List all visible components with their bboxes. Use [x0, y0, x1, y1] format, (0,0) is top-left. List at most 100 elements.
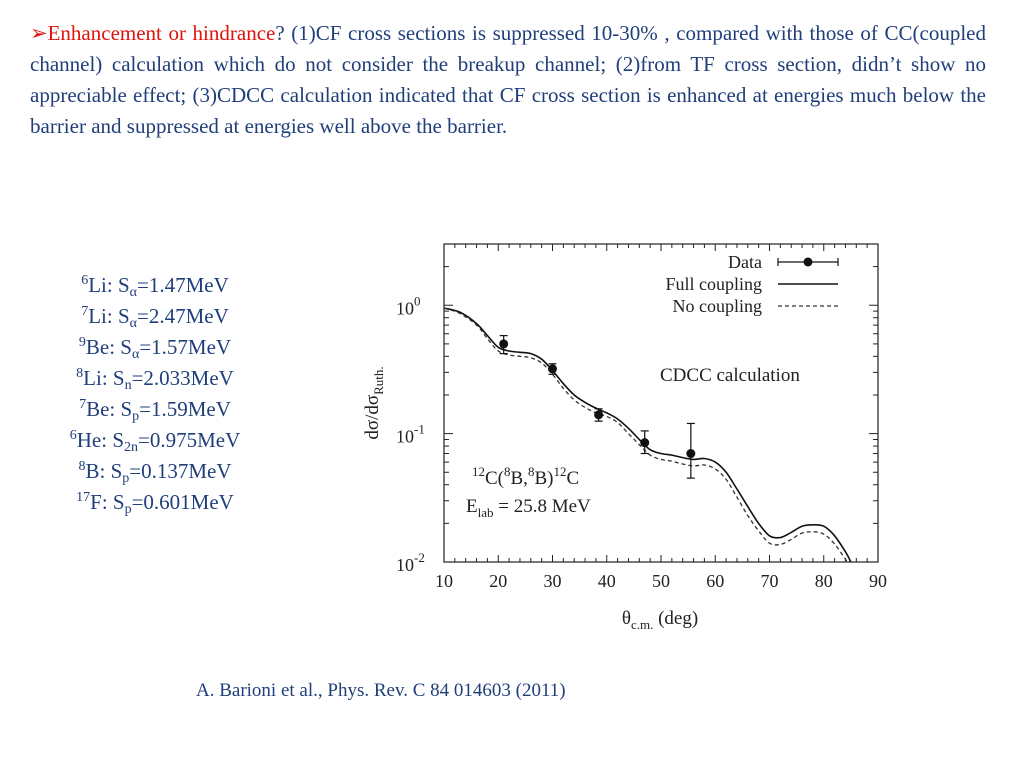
x-tick-label: 60 — [706, 571, 724, 591]
reaction-label: 12C(8B,8B)12C — [472, 464, 579, 489]
y-tick-label: 10-2 — [396, 550, 425, 575]
separation-channel: α — [131, 347, 140, 362]
energy-value: = 25.8 MeV — [494, 496, 592, 517]
y-axis-label: dσ/dσRuth. — [362, 366, 386, 439]
x-tick-label: 80 — [815, 571, 833, 591]
x-label-main: θ — [622, 608, 631, 629]
intro-text: ? (1)CF cross sections is suppressed 10-… — [30, 21, 986, 138]
nuclide-mass: 9 — [78, 335, 86, 350]
y-tick-exponent: -1 — [414, 422, 425, 437]
separation-value: =1.59MeV — [139, 397, 231, 421]
nuclide-element: B — [85, 459, 100, 483]
cdcc-annotation: CDCC calculation — [660, 365, 800, 386]
reaction-mass: 8 — [504, 464, 511, 479]
separation-value: =0.137MeV — [129, 459, 232, 483]
separation-channel: 2n — [124, 440, 138, 455]
separation-value: =1.47MeV — [137, 273, 229, 297]
nuclide-row: 6Li: Sα=1.47MeV — [30, 270, 280, 301]
separation-value: =0.975MeV — [138, 428, 241, 452]
separation-symbol: : S — [101, 428, 124, 452]
nuclide-row: 6He: S2n=0.975MeV — [30, 425, 280, 456]
x-tick-label: 30 — [544, 571, 562, 591]
data-point — [640, 438, 650, 448]
y-label-sub: Ruth. — [371, 366, 386, 395]
nuclide-element: Li — [88, 304, 107, 328]
x-tick-label: 50 — [652, 571, 670, 591]
x-tick-label: 10 — [435, 571, 453, 591]
y-tick-base: 10 — [396, 555, 414, 575]
y-tick-label: 100 — [396, 293, 421, 318]
y-tick-base: 10 — [396, 298, 414, 318]
nuclide-row: 8Li: Sn=2.033MeV — [30, 363, 280, 394]
legend-data-marker — [803, 257, 813, 267]
nuclide-row: 7Li: Sα=2.47MeV — [30, 301, 280, 332]
intro-highlight: Enhancement or hindrance — [47, 21, 276, 45]
reaction-part: B, — [511, 468, 528, 489]
separation-value: =2.033MeV — [131, 366, 234, 390]
nuclide-row: 17F: Sp=0.601MeV — [30, 487, 280, 518]
reaction-part: C — [566, 468, 579, 489]
nuclide-element: Be — [86, 397, 110, 421]
nuclide-row: 7Be: Sp=1.59MeV — [30, 394, 280, 425]
separation-symbol: : S — [109, 397, 133, 421]
x-label-rest: (deg) — [653, 608, 698, 629]
citation: A. Barioni et al., Phys. Rev. C 84 01460… — [196, 680, 566, 701]
separation-channel: n — [124, 378, 132, 393]
x-axis-label: θc.m. (deg) — [622, 608, 698, 632]
reaction-mass: 12 — [472, 464, 485, 479]
data-point — [548, 364, 557, 374]
legend-label: No coupling — [673, 296, 763, 316]
separation-value: =2.47MeV — [137, 304, 229, 328]
y-tick-exponent: 0 — [414, 293, 421, 308]
nuclide-element: F — [90, 490, 102, 514]
x-tick-label: 90 — [869, 571, 887, 591]
y-tick-label: 10-1 — [396, 422, 425, 447]
nuclide-mass: 6 — [81, 273, 89, 288]
separation-channel: α — [129, 285, 137, 300]
nuclide-row: 8B: Sp=0.137MeV — [30, 456, 280, 487]
nuclide-row: 9Be: Sα=1.57MeV — [30, 332, 280, 363]
separation-channel: α — [129, 316, 137, 331]
separation-channel: p — [124, 502, 132, 517]
separation-symbol: : S — [109, 335, 132, 359]
nuclide-mass: 17 — [76, 490, 91, 505]
data-point — [686, 449, 696, 459]
reaction-mass: 12 — [553, 464, 566, 479]
bullet-arrow-icon: ➢ — [30, 21, 48, 45]
reaction-mass: 8 — [528, 464, 535, 479]
y-tick-exponent: -2 — [414, 550, 425, 565]
x-tick-label: 70 — [761, 571, 779, 591]
separation-symbol: : S — [101, 366, 125, 390]
separation-energy-list: 6Li: Sα=1.47MeV 7Li: Sα=2.47MeV 9Be: Sα=1.… — [30, 270, 280, 518]
nuclide-element: Li — [83, 366, 102, 390]
nuclide-mass: 6 — [69, 428, 77, 443]
nuclide-element: Be — [85, 335, 110, 359]
energy-label: Elab = 25.8 MeV — [466, 496, 591, 520]
y-label-main: dσ/dσ — [362, 395, 383, 440]
separation-channel: p — [132, 409, 140, 424]
reaction-part: B) — [534, 468, 553, 489]
data-point — [594, 410, 604, 420]
legend-label: Data — [728, 252, 762, 272]
separation-channel: p — [122, 471, 130, 486]
x-tick-label: 20 — [489, 571, 507, 591]
x-label-sub: c.m. — [631, 617, 653, 632]
nuclide-element: Li — [88, 273, 107, 297]
separation-value: =1.57MeV — [139, 335, 232, 359]
nuclide-mass: 7 — [79, 397, 87, 412]
nuclide-element: He — [76, 428, 102, 452]
legend-label: Full coupling — [665, 274, 762, 294]
data-point — [499, 339, 509, 349]
separation-symbol: : S — [106, 304, 130, 328]
energy-symbol: E — [466, 496, 478, 517]
nuclide-mass: 7 — [81, 304, 89, 319]
nuclide-mass: 8 — [76, 366, 84, 381]
energy-sub: lab — [478, 505, 494, 520]
nuclide-mass: 8 — [78, 459, 86, 474]
y-tick-base: 10 — [396, 427, 414, 447]
no-coupling-curve — [444, 307, 849, 562]
full-coupling-curve — [444, 307, 852, 562]
separation-value: =0.601MeV — [131, 490, 234, 514]
x-tick-label: 40 — [598, 571, 616, 591]
